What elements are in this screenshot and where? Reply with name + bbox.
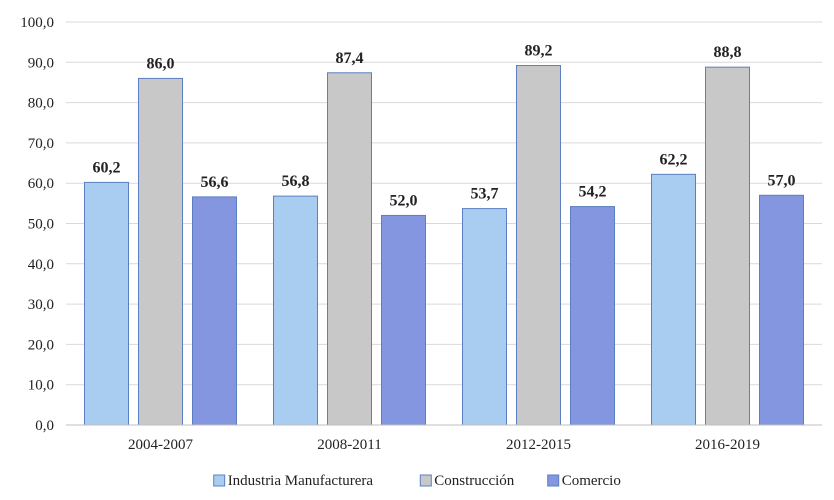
data-label: 60,2	[93, 159, 121, 176]
y-tick-label: 70,0	[28, 136, 54, 152]
data-labels: 60,2 86,0 56,6 56,8 87,4 52,0 53,7 89,2 54,2 62,2…	[93, 43, 796, 210]
y-tick-label: 100,0	[20, 15, 54, 31]
data-label: 53,7	[471, 186, 499, 203]
legend-label: Industria Manufacturera	[228, 473, 374, 489]
bar-construcci-n-2004-2007	[138, 77, 183, 426]
y-tick-label: 80,0	[28, 96, 54, 112]
x-tick-label: 2016-2019	[695, 437, 760, 453]
bar-industria-manufacturera-2012-2015	[462, 208, 507, 426]
data-label: 57,0	[768, 172, 796, 189]
y-tick-label: 0,0	[35, 418, 54, 434]
bar-comercio-2008-2011	[381, 214, 426, 426]
legend: Industria Manufacturera Construcción Comer…	[213, 473, 621, 489]
legend-label: Comercio	[562, 473, 621, 489]
bar-industria-manufacturera-2016-2019	[651, 173, 696, 426]
y-tick-label: 10,0	[28, 378, 54, 394]
bar-comercio-2016-2019	[759, 194, 804, 426]
legend-swatch	[547, 474, 560, 487]
y-tick-label: 40,0	[28, 257, 54, 273]
bars	[84, 65, 804, 426]
bar-industria-manufacturera-2008-2011	[273, 195, 318, 426]
bar-industria-manufacturera-2004-2007	[84, 181, 129, 426]
x-tick-label: 2012-2015	[506, 437, 571, 453]
y-tick-label: 30,0	[28, 297, 54, 313]
bar-construcci-n-2016-2019	[705, 66, 750, 426]
x-tick-label: 2008-2011	[317, 437, 381, 453]
bar-construcci-n-2008-2011	[327, 72, 372, 426]
data-label: 86,0	[147, 55, 175, 72]
bar-comercio-2012-2015	[570, 206, 615, 426]
y-tick-label: 60,0	[28, 176, 54, 192]
x-axis-tick-labels: 2004-2007 2008-2011 2012-2015 2016-2019	[128, 437, 760, 453]
data-label: 89,2	[525, 43, 553, 60]
y-tick-label: 20,0	[28, 337, 54, 353]
data-label: 56,8	[282, 173, 310, 190]
y-axis-tick-labels: 0,0 10,0 20,0 30,0 40,0 50,0 60,0 70,0 80,0 90,0 1…	[20, 15, 54, 434]
data-label: 62,2	[660, 151, 688, 168]
data-label: 56,6	[201, 174, 229, 191]
data-label: 88,8	[714, 44, 742, 61]
data-label: 52,0	[390, 192, 418, 209]
legend-label: Construcción	[434, 473, 514, 489]
data-label: 87,4	[336, 50, 364, 67]
data-label: 54,2	[579, 184, 607, 201]
y-tick-label: 50,0	[28, 217, 54, 233]
x-tick-label: 2004-2007	[128, 437, 193, 453]
bar-construcci-n-2012-2015	[516, 65, 561, 426]
y-tick-label: 90,0	[28, 55, 54, 71]
bar-comercio-2004-2007	[192, 196, 237, 426]
legend-swatch	[213, 474, 226, 487]
legend-swatch	[419, 474, 432, 487]
